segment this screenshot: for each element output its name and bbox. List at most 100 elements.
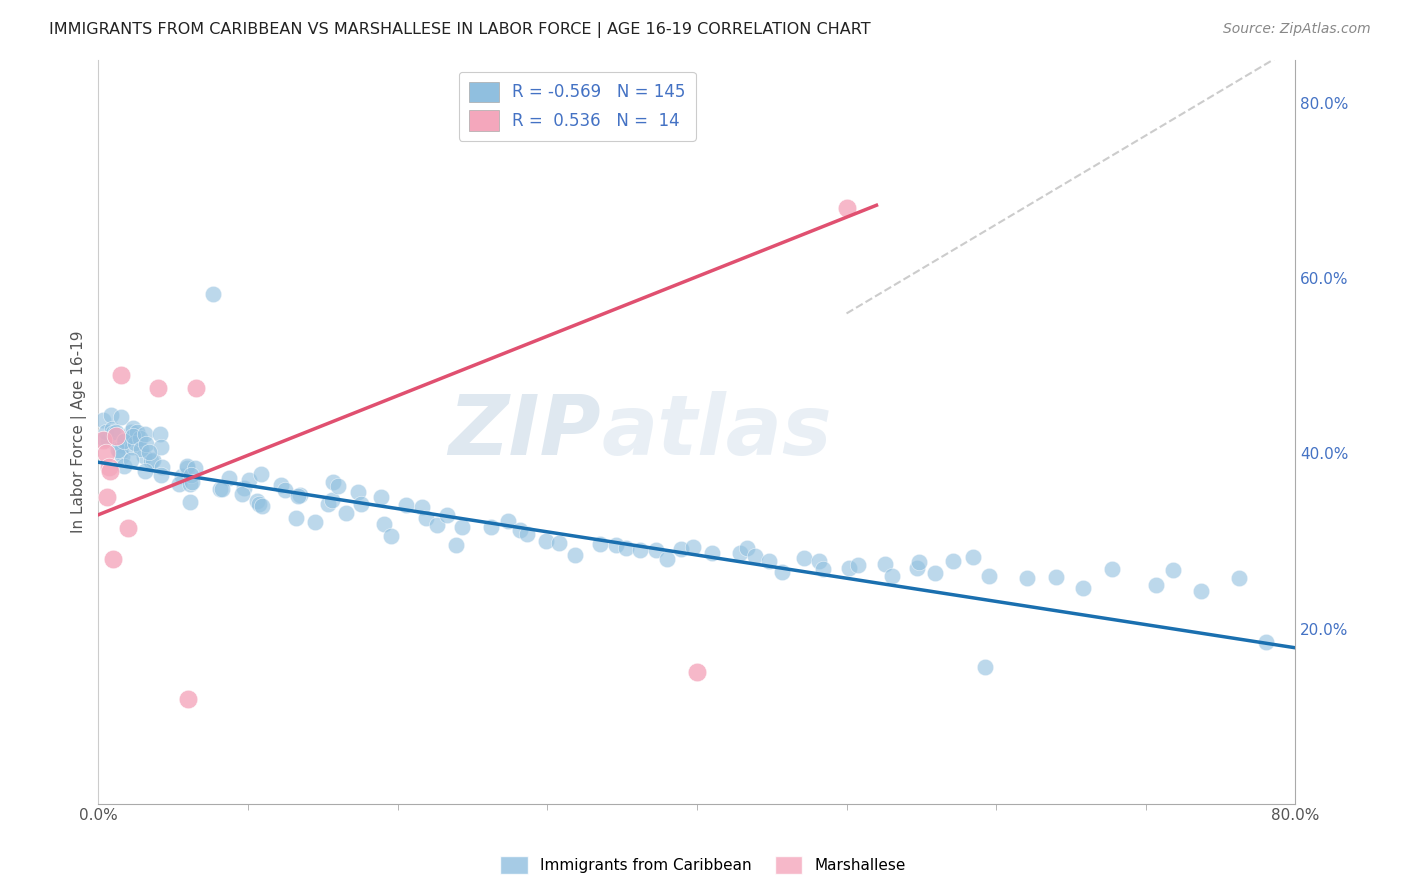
Point [250,467,273,481]
Point [534,533,557,548]
Point [1017,571,1039,585]
Point [1256,635,1278,649]
Point [1163,563,1185,577]
Point [735,541,758,555]
Point [211,482,233,496]
Point [274,483,297,498]
Point [564,549,586,563]
Point [247,498,270,512]
Point [905,560,928,574]
Point [942,554,965,568]
Point [347,485,370,500]
Point [516,527,538,541]
Point [107,443,129,458]
Text: IMMIGRANTS FROM CARIBBEAN VS MARSHALLESE IN LABOR FORCE | AGE 16-19 CORRELATION : IMMIGRANTS FROM CARIBBEAN VS MARSHALLESE… [49,22,870,38]
Point [138,444,160,458]
Point [304,516,326,530]
Point [111,438,134,452]
Point [671,542,693,557]
Point [645,543,668,558]
Point [770,565,793,579]
Text: ZIP: ZIP [449,391,602,472]
Point [380,529,402,543]
Point [322,475,344,489]
Point [134,427,156,442]
Point [94,425,117,439]
Point [108,445,131,459]
Point [838,560,860,574]
Point [176,458,198,473]
Point [180,467,202,482]
Point [479,519,502,533]
Point [1073,582,1095,596]
Point [270,478,292,492]
Point [605,538,627,552]
Y-axis label: In Labor Force | Age 16-19: In Labor Force | Age 16-19 [72,330,87,533]
Point [117,521,139,535]
Point [150,459,173,474]
Point [141,452,163,467]
Point [450,519,472,533]
Point [682,540,704,554]
Point [184,381,207,395]
Point [134,449,156,463]
Point [91,413,114,427]
Point [150,440,173,454]
Point [121,440,143,454]
Point [924,566,946,580]
Point [125,425,148,439]
Point [104,425,127,440]
Point [496,514,519,528]
Point [700,546,723,560]
Point [287,489,309,503]
Point [335,506,357,520]
Point [179,495,201,509]
Point [135,437,157,451]
Point [589,537,612,551]
Point [100,409,122,423]
Text: Source: ZipAtlas.com: Source: ZipAtlas.com [1223,22,1371,37]
Point [96,490,118,504]
Point [686,665,709,680]
Point [112,434,135,449]
Point [177,691,200,706]
Point [111,450,134,464]
Point [120,453,142,467]
Point [411,500,433,514]
Point [134,465,156,479]
Point [139,453,162,467]
Point [835,202,858,216]
Point [103,425,125,440]
Text: atlas: atlas [602,391,832,472]
Point [426,518,449,533]
Point [614,541,637,555]
Point [201,287,224,301]
Point [110,368,132,382]
Point [96,434,118,448]
Point [285,511,308,525]
Point [91,434,114,448]
Point [124,435,146,450]
Point [231,487,253,501]
Point [208,483,231,497]
Point [977,569,1000,583]
Point [103,430,125,444]
Point [509,523,531,537]
Point [233,481,256,495]
Point [907,555,929,569]
Point [395,498,418,512]
Point [655,552,678,566]
Point [176,460,198,475]
Point [373,516,395,531]
Point [218,471,240,485]
Point [349,497,371,511]
Point [110,409,132,424]
Point [103,551,125,566]
Point [547,535,569,549]
Point [1101,562,1123,576]
Point [846,558,869,573]
Point [962,550,984,565]
Point [793,551,815,566]
Point [122,429,145,443]
Point [101,422,124,436]
